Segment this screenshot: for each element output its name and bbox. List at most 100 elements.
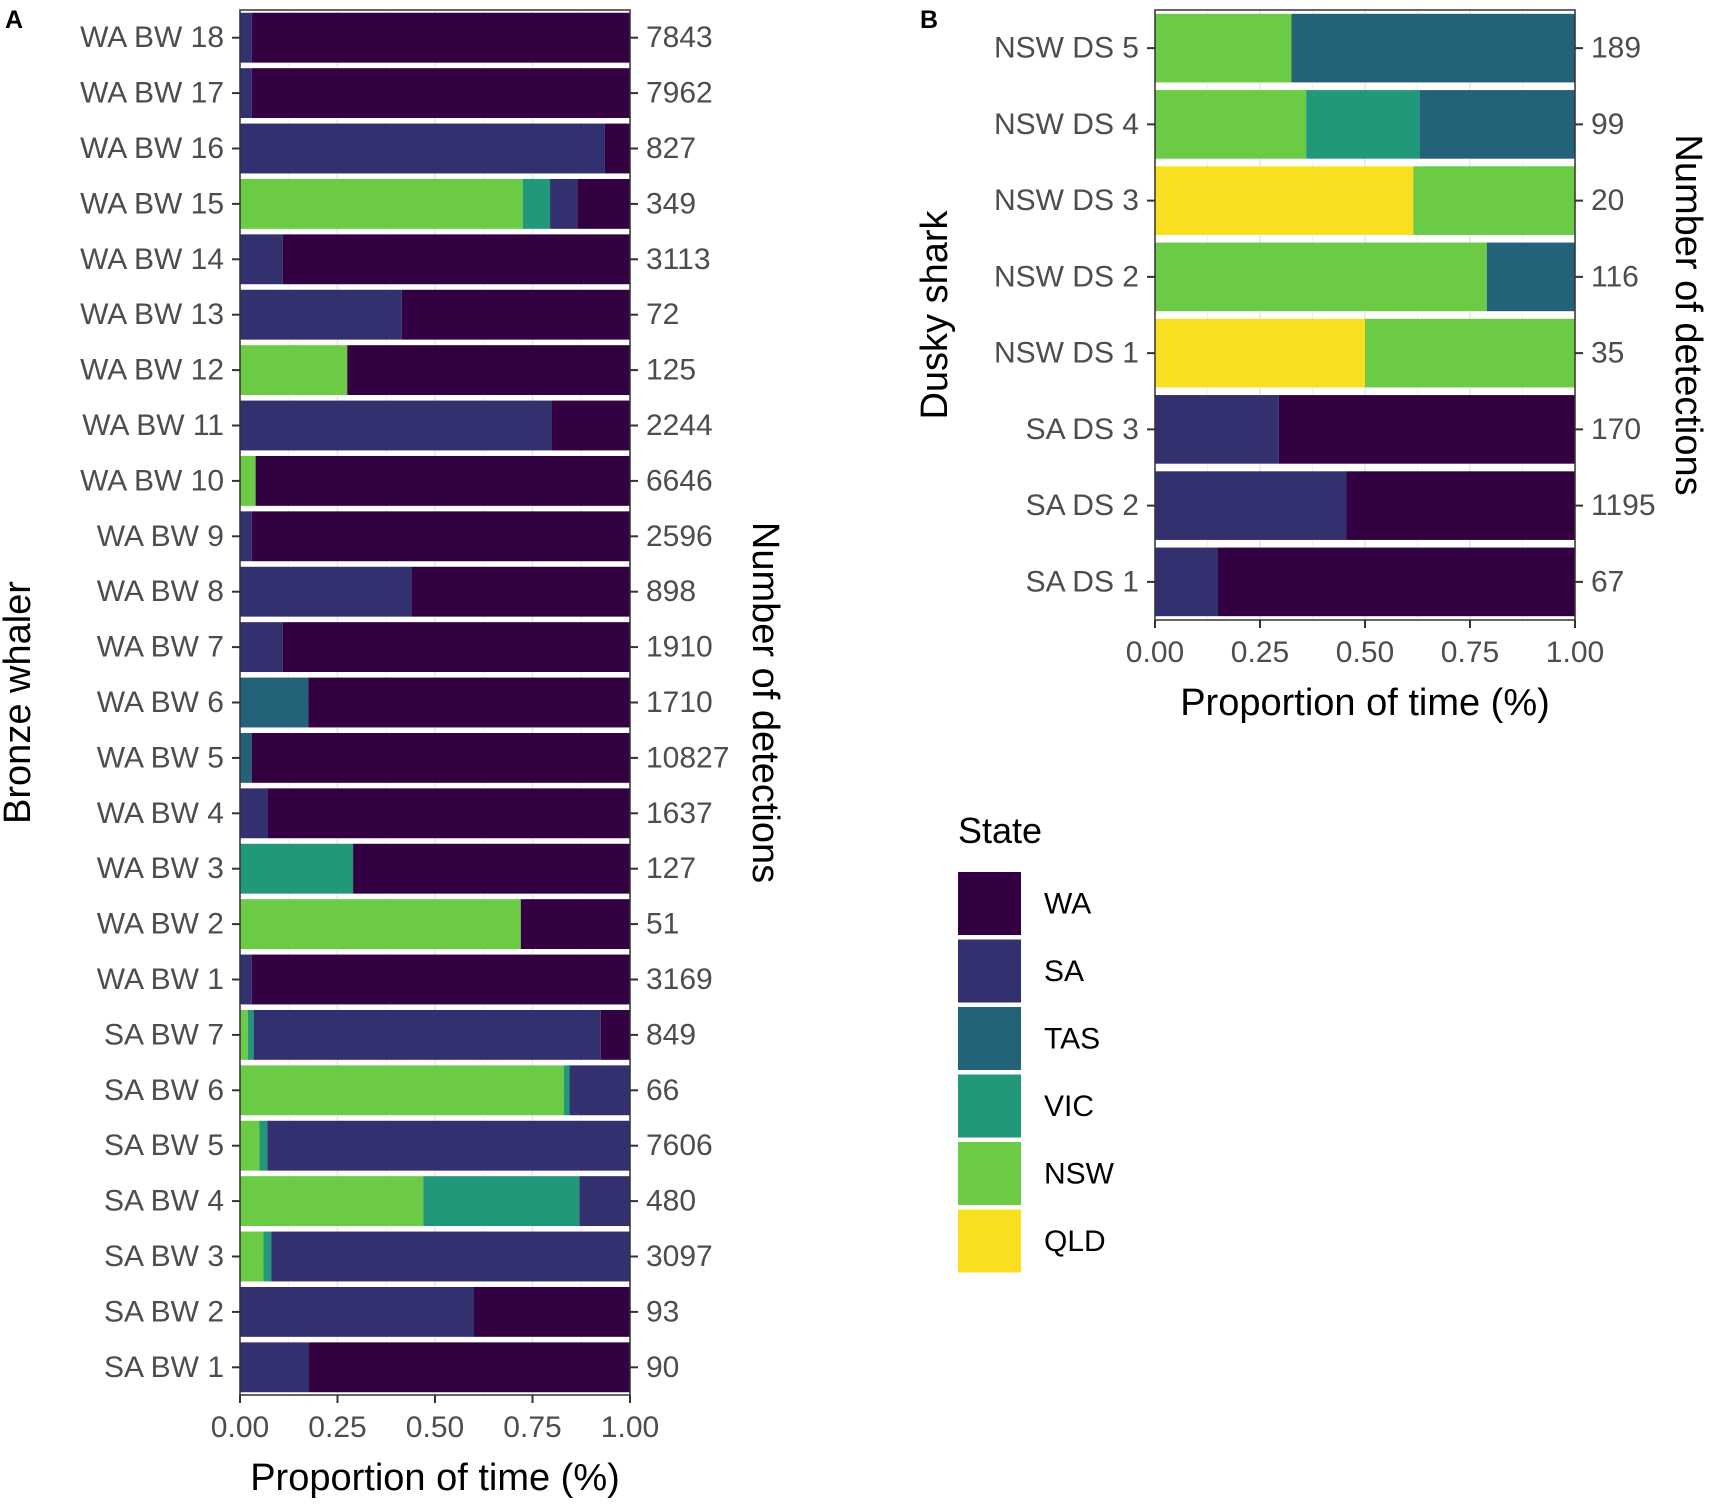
detections-label: 99: [1591, 108, 1624, 141]
bar-segment-nsw: [240, 1120, 260, 1171]
bar-segment-wa: [308, 677, 630, 728]
y-tick-label: SA BW 1: [104, 1351, 224, 1384]
bar-segment-sa: [579, 1176, 630, 1227]
legend-swatch-tas: [958, 1007, 1021, 1070]
y-tick-label: WA BW 13: [80, 298, 224, 331]
legend-swatch-qld: [958, 1209, 1021, 1273]
x-tick-label: 0.00: [211, 1411, 269, 1444]
x-tick-label: 0.50: [1336, 636, 1394, 669]
detections-label: 7962: [646, 77, 713, 110]
y-tick-label: WA BW 15: [80, 187, 224, 220]
detections-label: 2596: [646, 520, 713, 553]
bar-segment-qld: [1155, 166, 1414, 235]
detections-label: 6646: [646, 464, 713, 497]
y-tick-label: WA BW 6: [97, 686, 224, 719]
bar-segment-wa: [251, 954, 630, 1005]
bar-segment-wa: [474, 1286, 630, 1337]
bar-segment-wa: [520, 899, 630, 950]
y-tick-label: SA BW 4: [104, 1185, 224, 1218]
bar-segment-vic: [563, 1065, 570, 1116]
legend-label: NSW: [1044, 1158, 1115, 1191]
detections-label: 849: [646, 1018, 696, 1051]
panel-b: B NSW DS 5 189 NSW DS 4 99 NSW DS 3 20 NSW DS 2…: [914, 6, 1709, 724]
detections-label: 90: [646, 1351, 679, 1384]
bar-segment-wa: [600, 1009, 630, 1060]
bar-segment-sa: [240, 234, 283, 285]
bar-segment-sa: [267, 1120, 630, 1171]
bar-segment-tas: [1486, 242, 1575, 312]
legend-label: TAS: [1044, 1023, 1100, 1056]
y-tick-label: NSW DS 4: [994, 108, 1139, 141]
detections-label: 51: [646, 908, 679, 941]
bar-segment-wa: [251, 732, 630, 783]
bar-segment-qld: [1155, 318, 1365, 388]
y-tick-label: WA BW 17: [80, 77, 224, 110]
y-tick-label: SA BW 3: [104, 1240, 224, 1273]
y-tick-label: SA BW 6: [104, 1074, 224, 1107]
y-tick-label: SA BW 5: [104, 1129, 224, 1162]
panel-letter: A: [5, 6, 23, 34]
bar-segment-wa: [1218, 547, 1575, 617]
detections-label: 170: [1591, 413, 1641, 446]
y-tick-label: WA BW 7: [97, 631, 224, 664]
bar-segment-wa: [308, 1342, 630, 1393]
x-tick-label: 1.00: [601, 1411, 659, 1444]
bar-segment-wa: [552, 400, 630, 451]
y-tick-label: NSW DS 1: [994, 337, 1139, 370]
bar-segment-wa: [251, 68, 630, 119]
bar-segment-sa: [1155, 471, 1347, 540]
bar-segment-sa: [1155, 547, 1218, 617]
y-axis-title: Dusky shark: [914, 209, 956, 419]
legend-swatch-wa: [958, 872, 1021, 935]
bar-segment-tas: [1291, 13, 1575, 83]
bar-segment-sa: [240, 123, 605, 174]
detections-label: 1710: [646, 686, 713, 719]
x-axis-title: Proportion of time (%): [250, 1457, 620, 1499]
bar-segment-wa: [282, 234, 630, 285]
bar-segment-sa: [240, 289, 402, 340]
detections-label: 72: [646, 298, 679, 331]
y-tick-label: WA BW 11: [82, 409, 224, 442]
y-tick-label: WA BW 4: [97, 797, 224, 830]
bar-segment-vic: [259, 1120, 268, 1171]
y-tick-label: WA BW 8: [97, 575, 224, 608]
secondary-y-axis-title: Number of detections: [1667, 134, 1709, 495]
bar-segment-tas: [1419, 90, 1575, 159]
y-axis-title: Bronze whaler: [0, 581, 39, 824]
bar-segment-sa: [240, 511, 252, 562]
bar-segment-nsw: [240, 345, 348, 396]
detections-label: 349: [646, 187, 696, 220]
y-tick-label: WA BW 2: [97, 908, 224, 941]
detections-label: 189: [1591, 32, 1641, 65]
detections-label: 7606: [646, 1129, 713, 1162]
bar-segment-sa: [271, 1231, 630, 1282]
legend-swatch-sa: [958, 939, 1021, 1003]
panel-letter: B: [920, 6, 938, 34]
y-tick-label: WA BW 5: [97, 741, 224, 774]
bar-segment-nsw: [240, 899, 521, 950]
bar-segment-sa: [240, 400, 552, 451]
bar-segment-sa: [253, 1009, 601, 1060]
detections-label: 1195: [1591, 489, 1656, 522]
bar-segment-sa: [569, 1065, 630, 1116]
detections-label: 127: [646, 852, 696, 885]
bar-segment-nsw: [240, 1176, 424, 1227]
legend-title: State: [958, 810, 1042, 851]
y-tick-label: WA BW 10: [80, 464, 224, 497]
bar-segment-tas: [240, 677, 309, 728]
detections-label: 125: [646, 354, 696, 387]
bar-segment-nsw: [1365, 318, 1575, 388]
bar-segment-nsw: [240, 455, 256, 506]
bar-segment-nsw: [240, 178, 523, 229]
detections-label: 10827: [646, 741, 729, 774]
bar-segment-sa: [240, 622, 283, 673]
bar-segment-wa: [251, 511, 630, 562]
bar-segment-wa: [577, 178, 630, 229]
y-tick-label: SA BW 7: [104, 1018, 224, 1051]
bar-segment-sa: [240, 1342, 309, 1393]
legend-label: SA: [1044, 955, 1084, 988]
detections-label: 66: [646, 1074, 679, 1107]
bar-segment-vic: [522, 178, 551, 229]
bar-segment-sa: [550, 178, 578, 229]
